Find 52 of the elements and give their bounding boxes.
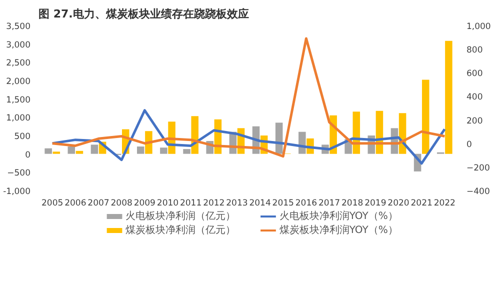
- x-tick-label: 2016: [295, 198, 318, 208]
- y2-tick-label: 0: [466, 140, 472, 150]
- x-tick-label: 2014: [249, 198, 271, 208]
- y-tick-label: 2,000: [6, 77, 31, 87]
- y-tick-label: 500: [14, 132, 31, 142]
- bar: [183, 149, 190, 154]
- y2-tick-label: 1,000: [466, 22, 491, 32]
- bar: [44, 148, 52, 154]
- x-tick-label: 2017: [318, 198, 340, 208]
- x-tick-label: 2021: [410, 198, 432, 208]
- x-tick-label: 2005: [42, 198, 64, 208]
- x-tick-label: 2010: [156, 198, 179, 208]
- legend-label: 火电板块净利润（亿元）: [126, 210, 236, 222]
- bar: [90, 144, 98, 154]
- x-tick-label: 2012: [203, 198, 225, 208]
- bar: [76, 150, 84, 154]
- bar: [160, 148, 168, 154]
- bar: [445, 40, 452, 154]
- bar: [136, 146, 144, 154]
- x-tick-label: 2022: [434, 198, 456, 208]
- legend-label: 煤炭板块净利润YOY（%）: [279, 224, 398, 236]
- x-tick-label: 2013: [226, 198, 248, 208]
- y-tick-label: 3,000: [6, 40, 31, 50]
- y-tick-label: 2,500: [6, 58, 31, 69]
- x-tick-label: 2015: [272, 198, 294, 208]
- y2-tick-label: 200: [466, 116, 483, 126]
- legend-label: 火电板块净利润YOY（%）: [279, 210, 398, 222]
- x-tick-label: 2020: [388, 198, 410, 208]
- y2-tick-label: 800: [466, 46, 483, 56]
- x-tick-label: 2008: [110, 198, 132, 208]
- y-tick-label: -1,000: [3, 187, 31, 197]
- y-tick-label: 3,500: [6, 22, 31, 32]
- legend-label: 煤炭板块净利润（亿元）: [126, 224, 236, 236]
- y-tick-label: 0: [25, 150, 31, 160]
- chart-title: 图 27.电力、煤炭板块业绩存在跷跷板效应: [38, 8, 249, 20]
- y2-tick-label: 600: [466, 69, 483, 80]
- x-tick-label: 2009: [134, 198, 156, 208]
- y2-tick-label: 400: [466, 92, 483, 103]
- x-tick-label: 2019: [364, 198, 386, 208]
- bar: [422, 80, 430, 154]
- x-tick-label: 2011: [180, 198, 202, 208]
- line-series: [51, 37, 446, 158]
- y-tick-label: 1,500: [6, 95, 31, 106]
- y2-tick-label: −400: [466, 187, 490, 197]
- bar: [68, 146, 76, 154]
- y-tick-label: 1,000: [6, 114, 31, 124]
- x-tick-label: 2006: [64, 198, 86, 208]
- y2-tick-label: −200: [466, 163, 490, 174]
- line-series: [51, 109, 446, 165]
- y-tick-label: −500: [7, 168, 31, 179]
- x-tick-label: 2018: [342, 198, 364, 208]
- x-tick-label: 2007: [88, 198, 110, 208]
